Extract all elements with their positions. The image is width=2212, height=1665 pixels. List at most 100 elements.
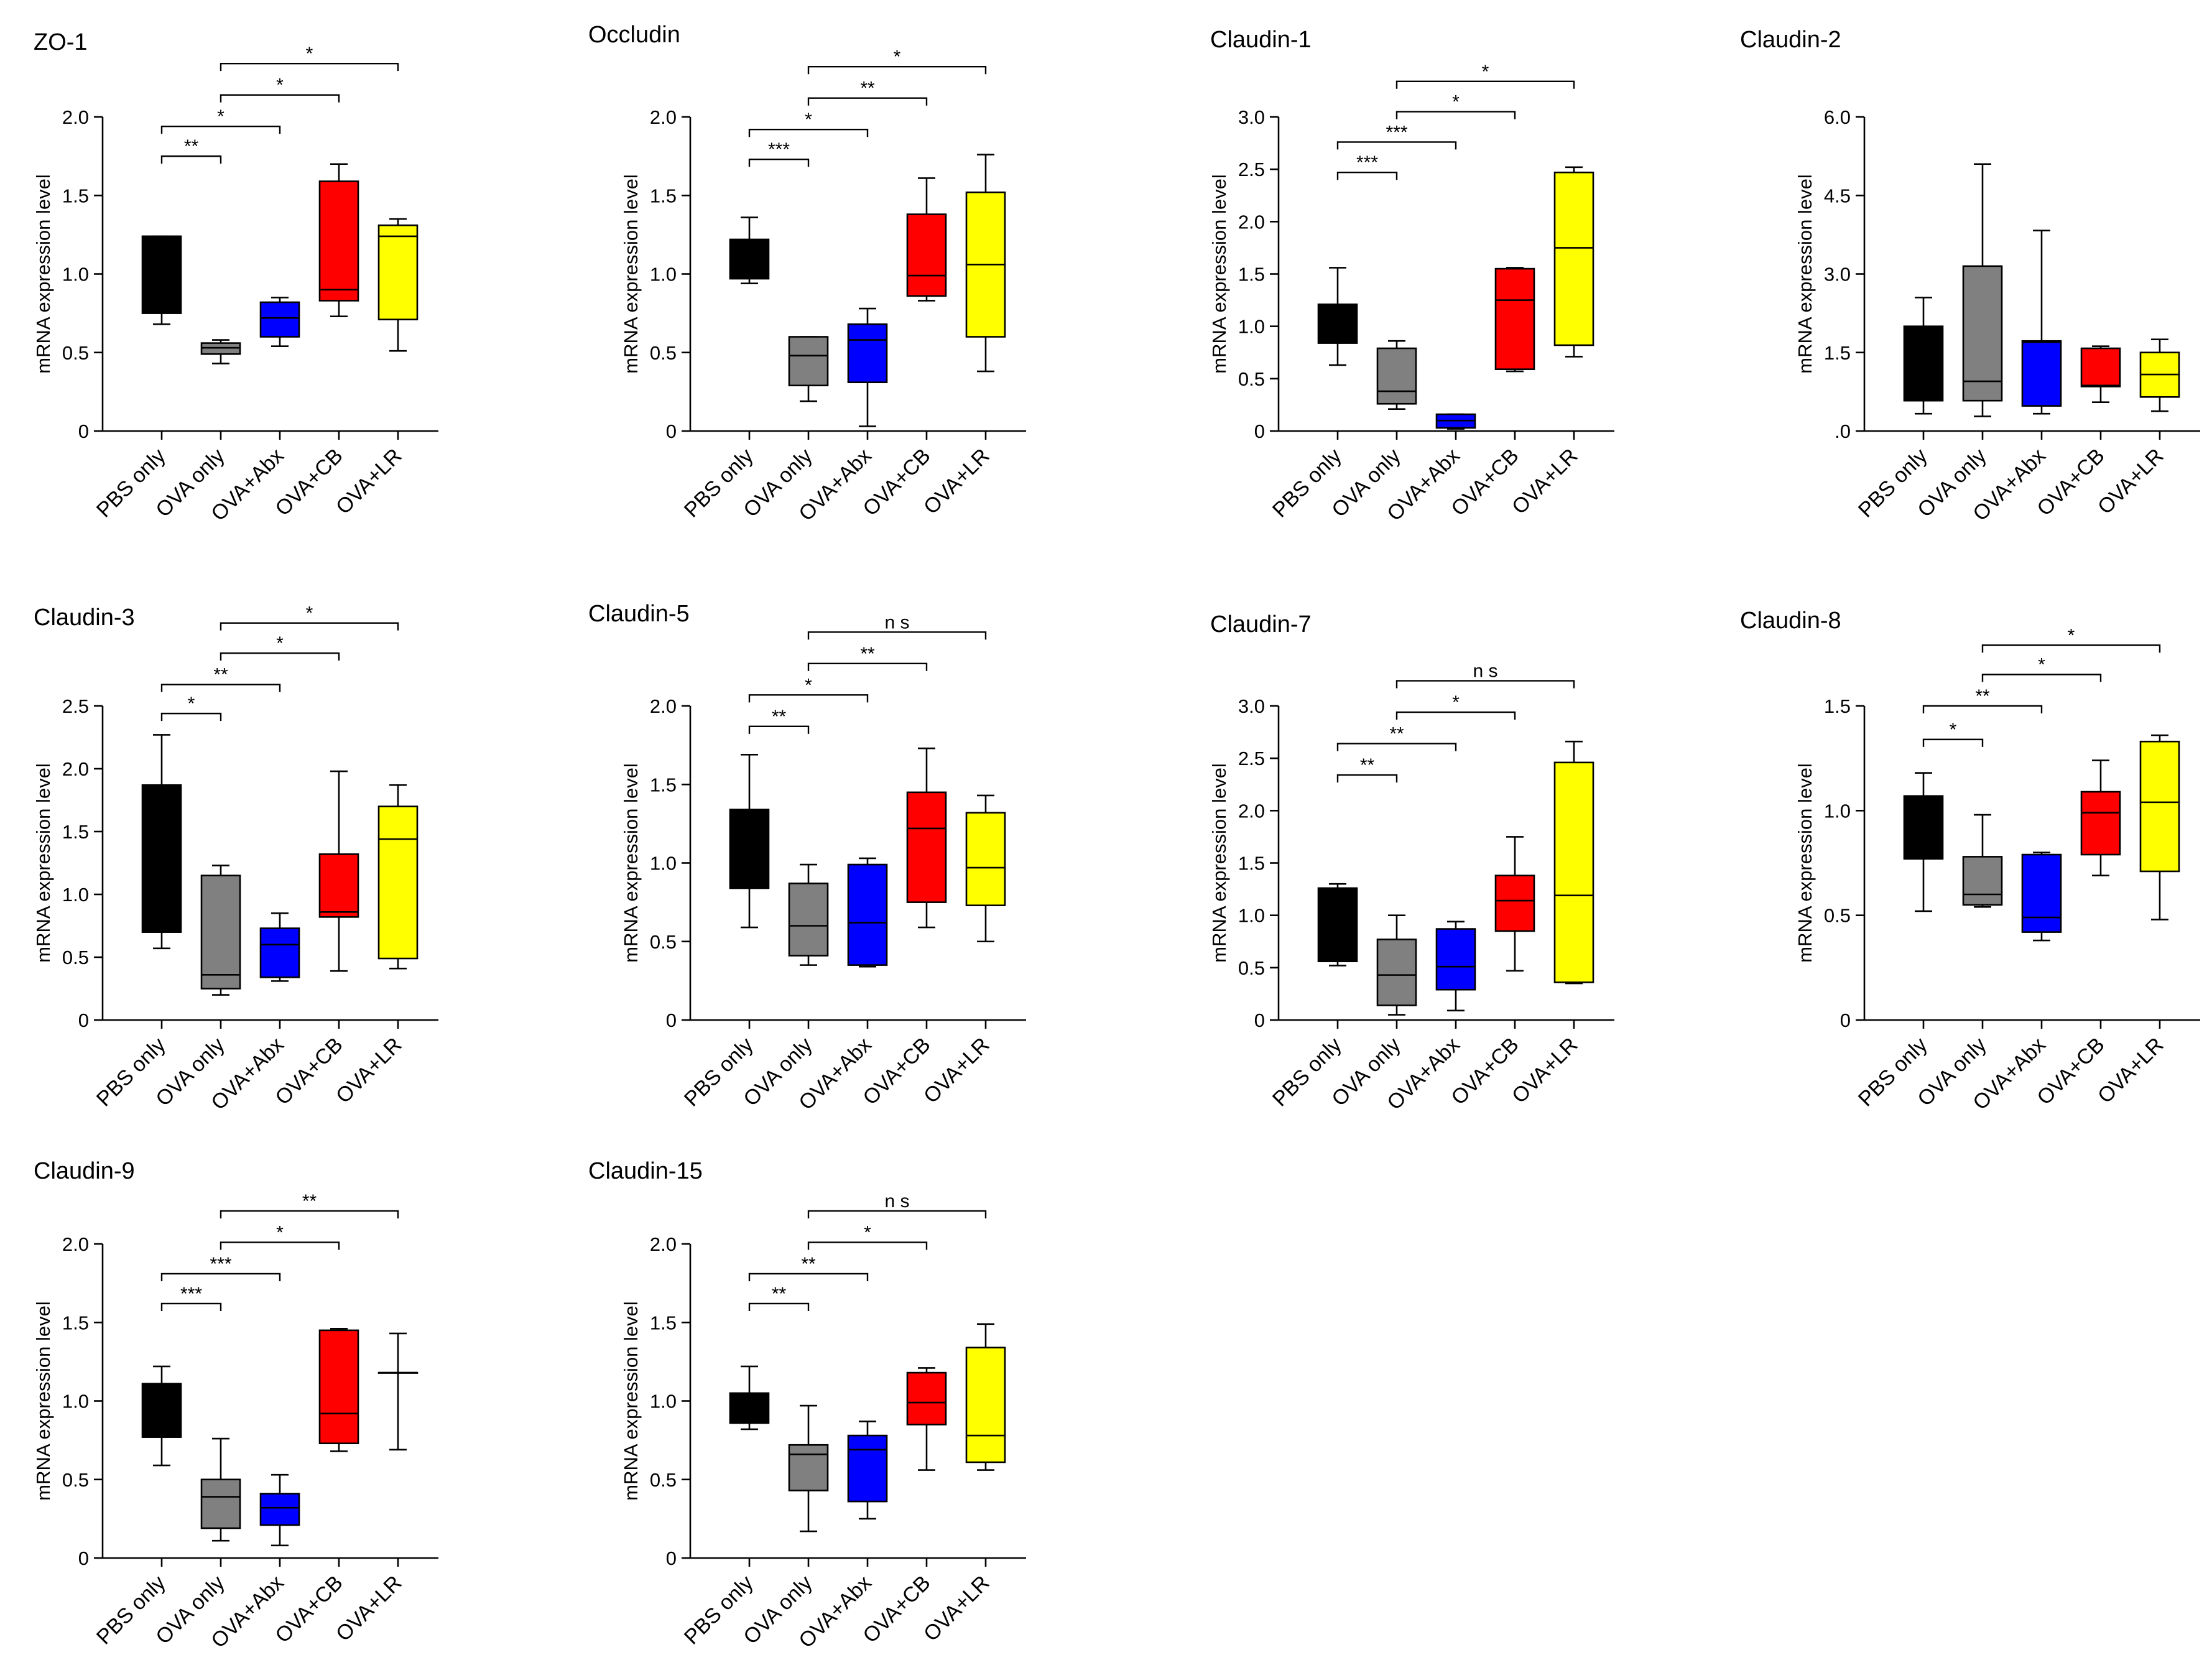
significance-bracket: *	[220, 1222, 340, 1250]
x-tick-label: OVA+LR	[919, 1033, 994, 1108]
box-rect	[1903, 325, 1944, 402]
y-tick-label: 6.0	[1824, 106, 1851, 128]
chart-panel-occludin: Occludin mRNA expression level 0 0.5 1.0 1.5 2…	[588, 22, 1026, 526]
bracket-line	[748, 725, 810, 734]
significance-bracket: ***	[748, 139, 810, 167]
box-ova-only	[200, 865, 241, 996]
box-pbs-only	[141, 235, 182, 325]
significance-label: **	[302, 1191, 317, 1212]
significance-label: *	[894, 47, 901, 67]
bracket-line	[220, 1241, 340, 1250]
chart-panel-claudin-8: Claudin-8 mRNA expression level 0 0.5 1.0 1.5…	[1740, 608, 2200, 1115]
significance-label: *	[1950, 720, 1957, 740]
panel-title: Claudin-2	[1740, 27, 1841, 53]
box-ova-abx	[1435, 921, 1476, 1012]
box-rect	[377, 224, 419, 321]
box-rect	[729, 1392, 770, 1424]
y-axis-label: mRNA expression level	[620, 763, 642, 962]
significance-label: *	[276, 75, 284, 96]
box-ova-cb	[1494, 267, 1535, 373]
box-rect	[847, 863, 888, 966]
box-rect	[377, 805, 419, 960]
box-rect	[2021, 340, 2062, 407]
significance-label: **	[772, 707, 787, 727]
x-tick-label: OVA+LR	[919, 444, 994, 519]
bracket-line	[1395, 80, 1575, 89]
box-rect	[1553, 761, 1594, 983]
chart-panel-claudin-15: Claudin-15 mRNA expression level 0 0.5 1.0 1.…	[588, 1158, 1026, 1653]
box-pbs-only	[729, 216, 770, 284]
box-ova-lr	[377, 218, 419, 352]
x-tick-label: OVA+LR	[331, 444, 407, 519]
significance-bracket: **	[160, 136, 222, 164]
y-axis-label: mRNA expression level	[1208, 174, 1230, 373]
significance-label: **	[772, 1284, 787, 1304]
bracket-line	[807, 97, 928, 106]
significance-label: *	[188, 693, 195, 714]
y-tick-label: 3.0	[1238, 695, 1265, 717]
significance-bracket: ***	[1336, 122, 1457, 150]
y-tick-label: 2.0	[62, 1233, 89, 1255]
y-tick-label: 0.5	[1238, 368, 1265, 390]
y-tick-label: 0.5	[62, 342, 89, 364]
bracket-line	[807, 1210, 987, 1218]
box-ova-only	[200, 1437, 241, 1542]
bracket-line	[748, 158, 810, 167]
bracket-line	[1336, 172, 1398, 180]
y-tick-label: 2.5	[62, 695, 89, 717]
significance-label: **	[860, 78, 875, 99]
y-tick-label: 2.0	[650, 695, 677, 717]
chart-panel-claudin-5: Claudin-5 mRNA expression level 0 0.5 1.0 1.5…	[588, 601, 1026, 1115]
y-tick-label: 2.0	[650, 106, 677, 128]
significance-bracket: n s	[1395, 661, 1575, 689]
significance-bracket: *	[748, 109, 869, 137]
box-ova-abx	[1435, 413, 1476, 430]
significance-label: **	[1975, 686, 1990, 707]
bracket-line	[807, 662, 928, 671]
y-tick-label: 0.5	[1238, 957, 1265, 979]
box-rect	[1376, 939, 1417, 1006]
significance-bracket: **	[748, 1254, 869, 1281]
significance-bracket: *	[1981, 625, 2161, 653]
box-rect	[1962, 856, 2003, 906]
box-pbs-only	[729, 753, 770, 929]
significance-bracket: *	[160, 106, 281, 134]
significance-label: n s	[884, 612, 909, 633]
box-rect	[788, 1444, 829, 1491]
significance-bracket: **	[160, 665, 281, 692]
y-tick-label: 1.5	[62, 1312, 89, 1333]
significance-label: **	[184, 136, 199, 157]
bracket-line	[160, 125, 281, 134]
y-tick-label: 0	[1254, 420, 1265, 442]
box-rect	[318, 853, 359, 918]
y-tick-label: 0.5	[650, 1469, 677, 1491]
box-rect	[2139, 740, 2180, 873]
box-rect	[2080, 791, 2121, 856]
box-rect	[1962, 265, 2003, 402]
y-tick-label: 0	[1840, 1009, 1851, 1031]
panel-title: Claudin-3	[34, 605, 135, 631]
y-tick-label: 0	[666, 1009, 677, 1031]
significance-bracket: *	[160, 693, 222, 721]
chart-panel-claudin-1: Claudin-1 mRNA expression level 0 0.5 1.0 1.5…	[1208, 27, 1614, 526]
bracket-line	[1336, 774, 1398, 783]
x-tick-label: OVA+LR	[919, 1571, 994, 1646]
box-rect	[141, 235, 182, 314]
y-tick-label: 0	[666, 1547, 677, 1569]
bracket-line	[160, 684, 281, 692]
significance-bracket: *	[1395, 62, 1575, 89]
box-rect	[141, 1383, 182, 1438]
bracket-line	[1395, 111, 1516, 119]
significance-label: *	[217, 106, 224, 127]
significance-label: ***	[210, 1254, 231, 1274]
significance-label: ***	[1356, 152, 1378, 173]
box-rect	[1903, 795, 1944, 860]
bracket-line	[1922, 705, 2043, 713]
significance-label: *	[306, 44, 313, 64]
box-ova-lr	[965, 794, 1006, 943]
chart-panel-claudin-2: Claudin-2 mRNA expression level .0 1.5 3.0 4.…	[1740, 27, 2200, 526]
panel-title: Claudin-7	[1210, 611, 1312, 638]
significance-bracket: *	[807, 47, 987, 75]
x-tick-label: OVA+LR	[2093, 444, 2168, 519]
